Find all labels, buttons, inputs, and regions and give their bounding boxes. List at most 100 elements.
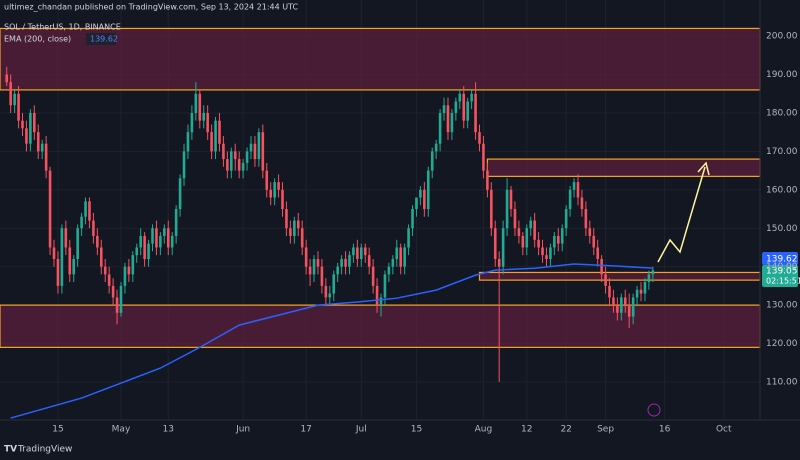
candle-body [25, 128, 28, 144]
arrow-head [697, 161, 710, 176]
candle-body [312, 258, 316, 275]
candle-body [151, 228, 154, 244]
candle-body [363, 247, 367, 256]
candle-body [324, 285, 328, 298]
x-tick-label: 22 [560, 425, 571, 435]
candle-body [289, 228, 292, 236]
candle-body [608, 285, 611, 298]
candle-body [360, 247, 363, 259]
candle-body [237, 159, 241, 171]
candle-body [572, 182, 576, 190]
ema-price: 139.62 [766, 255, 798, 265]
ema-price-box [762, 252, 798, 265]
candle-body [143, 235, 146, 259]
candle-body [198, 93, 202, 121]
indicator-value: 139.62 [90, 35, 118, 44]
candle-body [438, 112, 442, 144]
candle-body [332, 274, 336, 294]
candle-body [564, 209, 568, 229]
candle-body [5, 74, 9, 83]
candle-body [127, 266, 131, 275]
candle-body [269, 189, 272, 198]
zone [0, 304, 761, 348]
y-tick-label: 200.00 [766, 32, 798, 42]
candle-body [233, 151, 237, 160]
candle-body [505, 189, 509, 229]
brand: TradingView [17, 445, 72, 455]
candle-body [210, 132, 213, 152]
candle-body [513, 209, 517, 229]
candle-body [344, 258, 347, 267]
candle-body [651, 270, 655, 275]
candle-body [163, 228, 166, 236]
candle-body [556, 235, 560, 244]
candle-body [52, 247, 56, 259]
candle-body [627, 305, 631, 317]
candle-body [584, 209, 588, 229]
candle-body [328, 293, 332, 298]
candle-body [521, 235, 525, 248]
last-price: 139.05 [766, 267, 798, 277]
candle-body [166, 228, 170, 248]
candle-body [419, 189, 422, 198]
candle-body [300, 228, 304, 248]
candle-body [497, 258, 501, 267]
candle-body [72, 258, 76, 275]
symbol: SOL / TetherUS, 1D, BINANCE [4, 23, 121, 32]
candle-body [316, 258, 320, 267]
candle-body [222, 143, 225, 160]
publisher: ultimez_chandan published on TradingView… [4, 3, 299, 12]
candle-body [245, 151, 249, 163]
candle-body [620, 297, 623, 313]
candle-body [391, 258, 395, 267]
last-price-box [762, 265, 798, 287]
candle-body [40, 143, 44, 152]
event-icon[interactable] [647, 403, 661, 417]
candle-body [407, 228, 410, 248]
candle-body [509, 189, 513, 210]
y-tick-label: 180.00 [766, 108, 798, 118]
candle-body [549, 247, 552, 259]
y-tick-label: 120.00 [766, 339, 798, 349]
candle-body [395, 247, 399, 259]
candle-body [68, 247, 72, 275]
candle-body [206, 112, 209, 133]
y-tick-label: 140.00 [766, 262, 798, 272]
candle-body [293, 220, 296, 236]
zone [0, 27, 761, 91]
candle-body [399, 247, 403, 267]
x-tick-label: Jun [235, 425, 250, 435]
candle-body [186, 132, 190, 152]
candle-body [214, 120, 217, 152]
candle-body [387, 266, 391, 275]
candle-body [281, 189, 284, 210]
candle-body [60, 228, 64, 286]
candle-body [304, 247, 308, 267]
candle-body [525, 228, 529, 248]
ema-line [10, 263, 653, 419]
candle-body [592, 235, 596, 248]
candle-body [352, 247, 355, 256]
candle-body [182, 151, 186, 179]
candle-body [159, 235, 162, 248]
candle-body [533, 220, 536, 240]
candle-body [103, 266, 107, 275]
candle-body [17, 93, 20, 121]
candle-body [241, 162, 245, 171]
y-tick-label: 110.00 [766, 377, 798, 387]
candle-body [88, 201, 91, 221]
candle-body [486, 170, 489, 190]
candle-body [218, 120, 221, 144]
candle-body [415, 197, 418, 210]
candle-body [226, 159, 229, 171]
candle-body [612, 297, 615, 306]
candle-body [426, 170, 430, 210]
candle-body [336, 266, 339, 275]
candle-body [545, 255, 548, 259]
indicator: EMA (200, close) [4, 35, 71, 44]
candle-body [639, 289, 643, 294]
candle-body [178, 178, 182, 210]
candle-body [635, 289, 639, 298]
candle-body [123, 266, 127, 286]
candle-body [285, 209, 288, 229]
